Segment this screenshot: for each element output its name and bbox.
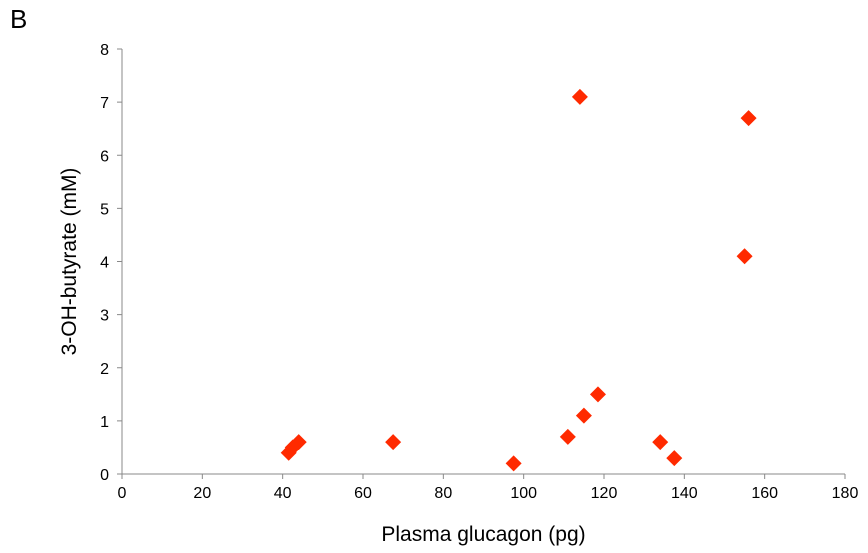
x-tick-label: 140: [671, 485, 698, 502]
x-tick-label: 100: [510, 485, 537, 502]
x-tick-label: 120: [591, 485, 618, 502]
x-tick-label: 160: [751, 485, 778, 502]
x-tick-label: 40: [274, 485, 292, 502]
x-tick-label: 20: [193, 485, 211, 502]
x-tick-label: 0: [118, 485, 127, 502]
y-tick-label: 4: [100, 255, 109, 272]
y-tick-label: 6: [100, 148, 109, 165]
x-ticks: 0 20 40 60 80 100 120 140 160 180: [118, 474, 859, 502]
data-point-diamond: [571, 88, 588, 105]
data-point-diamond: [740, 110, 757, 127]
axes: [121, 49, 845, 475]
y-tick-label: 8: [100, 42, 109, 59]
y-tick-label: 5: [100, 201, 109, 218]
x-tick-label: 60: [354, 485, 372, 502]
y-tick-label: 1: [100, 414, 109, 431]
data-point-diamond: [736, 248, 753, 265]
x-tick-label: 180: [832, 485, 859, 502]
data-point-diamond: [559, 428, 576, 445]
x-axis-title: Plasma glucagon (pg): [381, 523, 585, 546]
data-point-diamond: [290, 434, 307, 451]
x-tick-label: 80: [434, 485, 452, 502]
data-point-diamond: [589, 386, 606, 403]
data-points: [280, 88, 757, 472]
panel-label: B: [10, 4, 28, 34]
y-tick-label: 7: [100, 95, 109, 112]
data-point-diamond: [385, 434, 402, 451]
data-point-diamond: [575, 407, 592, 424]
y-tick-label: 2: [100, 361, 109, 378]
y-tick-label: 0: [100, 467, 109, 484]
data-point-diamond: [652, 434, 669, 451]
y-tick-label: 3: [100, 308, 109, 325]
y-axis-title: 3-OH-butyrate (mM): [58, 168, 81, 356]
data-point-diamond: [505, 455, 522, 472]
data-point-diamond: [666, 450, 683, 467]
y-ticks: 0 1 2 3 4 5 6 7 8: [100, 42, 122, 484]
